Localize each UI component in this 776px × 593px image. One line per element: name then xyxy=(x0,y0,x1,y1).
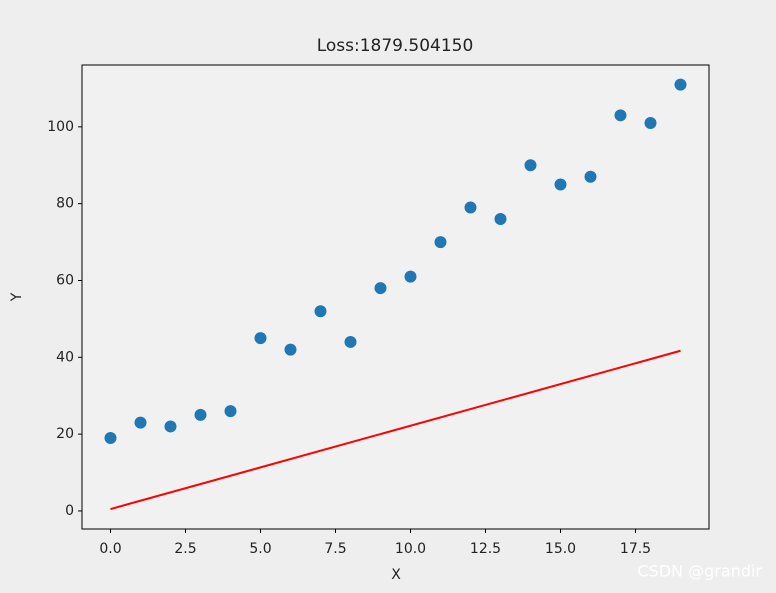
y-tick-label: 0 xyxy=(65,503,74,519)
y-tick-label: 60 xyxy=(56,272,74,288)
plot-area xyxy=(81,64,710,530)
point xyxy=(584,170,597,183)
x-tick-label: 17.5 xyxy=(620,541,651,557)
point xyxy=(494,213,507,226)
point xyxy=(464,201,477,214)
point xyxy=(344,335,357,348)
point xyxy=(524,159,537,172)
point xyxy=(134,416,147,429)
x-tick-label: 7.5 xyxy=(324,541,346,557)
point xyxy=(194,408,207,421)
x-tick-label: 2.5 xyxy=(174,541,196,557)
x-tick-label: 12.5 xyxy=(470,541,501,557)
x-tick-label: 15.0 xyxy=(545,541,576,557)
x-tick-label: 10.0 xyxy=(395,541,426,557)
point xyxy=(224,405,237,418)
line xyxy=(110,349,681,510)
y-tick-label: 100 xyxy=(47,119,74,135)
chart-title: Loss:1879.504150 xyxy=(317,36,474,56)
point xyxy=(674,78,687,91)
x-tick-label: 0.0 xyxy=(99,541,121,557)
point xyxy=(434,236,447,249)
point xyxy=(644,117,657,129)
x-axis-label: X xyxy=(391,567,401,583)
x-tick-label: 5.0 xyxy=(249,541,271,557)
point xyxy=(164,420,177,433)
point xyxy=(404,270,417,283)
y-tick-label: 20 xyxy=(56,426,74,442)
y-axis-label: Y xyxy=(9,292,25,302)
point xyxy=(254,332,267,345)
point xyxy=(614,109,627,122)
point xyxy=(554,178,567,191)
point xyxy=(374,282,387,295)
watermark: CSDN @grandir xyxy=(637,562,762,581)
y-tick-label: 40 xyxy=(56,349,74,365)
point xyxy=(104,431,117,444)
point xyxy=(284,343,297,356)
point xyxy=(314,305,327,318)
y-tick-label: 80 xyxy=(56,196,74,212)
